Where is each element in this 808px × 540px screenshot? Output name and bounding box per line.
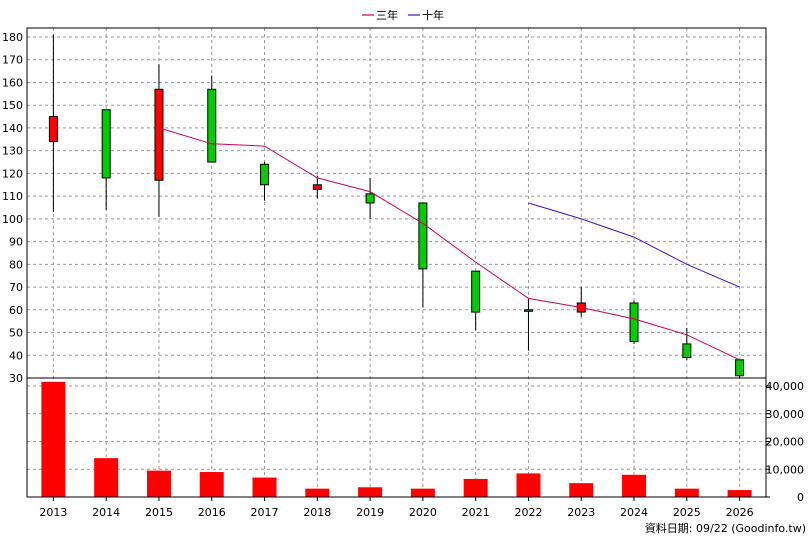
- x-tick-label: 2023: [567, 506, 595, 519]
- price-tick-label: 60: [9, 304, 23, 317]
- legend: 三年 十年: [362, 8, 444, 22]
- volume-y-axis: 0 10,000 20,000 30,000 40,000: [766, 380, 805, 504]
- candle-body: [471, 270, 481, 313]
- price-tick-label: 180: [2, 31, 23, 44]
- candle-body: [629, 302, 639, 343]
- volume-bar: [358, 487, 383, 497]
- price-y-axis: 30 40 50 60 70 80 90 100 110 120 130 140 150 160 170 18…: [2, 31, 23, 385]
- price-tick-label: 30: [9, 372, 23, 385]
- x-tick-label: 2018: [303, 506, 331, 519]
- candle-body: [48, 116, 58, 143]
- x-tick-label: 2013: [39, 506, 67, 519]
- price-tick-label: 140: [2, 122, 23, 135]
- ma-3yr-line: [158, 127, 740, 361]
- price-tick-label: 120: [2, 167, 23, 180]
- volume-tick-label: 10,000: [766, 463, 805, 476]
- candle-body: [523, 309, 533, 312]
- price-tick-label: 90: [9, 236, 23, 249]
- legend-label-3yr: 三年: [376, 8, 398, 22]
- volume-bar: [94, 458, 119, 497]
- x-tick-label: 2022: [514, 506, 542, 519]
- volume-bar: [622, 474, 647, 497]
- legend-label-10yr: 十年: [422, 8, 444, 22]
- volume-bar: [199, 472, 224, 497]
- x-tick-label: 2017: [251, 506, 279, 519]
- price-grid: [27, 28, 766, 497]
- candle-body: [207, 88, 217, 163]
- candle-body: [154, 88, 164, 181]
- moving-average-lines: [158, 127, 740, 361]
- volume-bar: [569, 483, 594, 497]
- candle-body: [682, 343, 692, 359]
- volume-bar: [674, 488, 699, 497]
- x-tick-label: 2020: [409, 506, 437, 519]
- candle-body: [312, 184, 322, 190]
- volume-bar: [463, 478, 488, 497]
- volume-bar: [252, 477, 277, 497]
- volume-bar: [146, 470, 171, 497]
- price-tick-label: 170: [2, 54, 23, 67]
- volume-tick-label: 0: [797, 491, 804, 504]
- volume-bars: [41, 381, 752, 497]
- volume-bar: [516, 473, 541, 497]
- candle-body: [735, 359, 745, 377]
- x-tick-label: 2021: [462, 506, 490, 519]
- volume-bar: [410, 488, 435, 497]
- candle-body: [365, 193, 375, 204]
- x-tick-label: 2015: [145, 506, 173, 519]
- price-tick-label: 70: [9, 281, 23, 294]
- price-tick-label: 130: [2, 145, 23, 158]
- candle-body: [260, 163, 270, 186]
- x-axis: 2013 2014 2015 2016 2017 2018 2019 2020 2021 2022…: [39, 497, 754, 519]
- x-tick-label: 2025: [673, 506, 701, 519]
- price-tick-label: 50: [9, 327, 23, 340]
- volume-tick-label: 20,000: [766, 436, 805, 449]
- x-tick-label: 2026: [726, 506, 754, 519]
- candle-body: [101, 109, 111, 179]
- plot-frame: [26, 27, 767, 498]
- price-tick-label: 80: [9, 258, 23, 271]
- candles: [48, 34, 745, 378]
- price-tick-label: 160: [2, 76, 23, 89]
- candle-body: [418, 202, 428, 270]
- volume-bar: [305, 488, 330, 497]
- volume-grid: [27, 385, 766, 470]
- price-tick-label: 40: [9, 349, 23, 362]
- ma-10yr-line: [528, 202, 740, 288]
- x-tick-label: 2016: [198, 506, 226, 519]
- price-tick-label: 100: [2, 213, 23, 226]
- volume-tick-label: 30,000: [766, 408, 805, 421]
- volume-bar: [727, 490, 752, 497]
- price-tick-label: 110: [2, 190, 23, 203]
- price-tick-label: 150: [2, 99, 23, 112]
- x-tick-label: 2019: [356, 506, 384, 519]
- footer-note: 資料日期: 09/22 (Goodinfo.tw): [645, 521, 806, 535]
- volume-bar: [41, 381, 66, 497]
- x-tick-label: 2024: [620, 506, 648, 519]
- x-tick-label: 2014: [92, 506, 120, 519]
- volume-tick-label: 40,000: [766, 380, 805, 393]
